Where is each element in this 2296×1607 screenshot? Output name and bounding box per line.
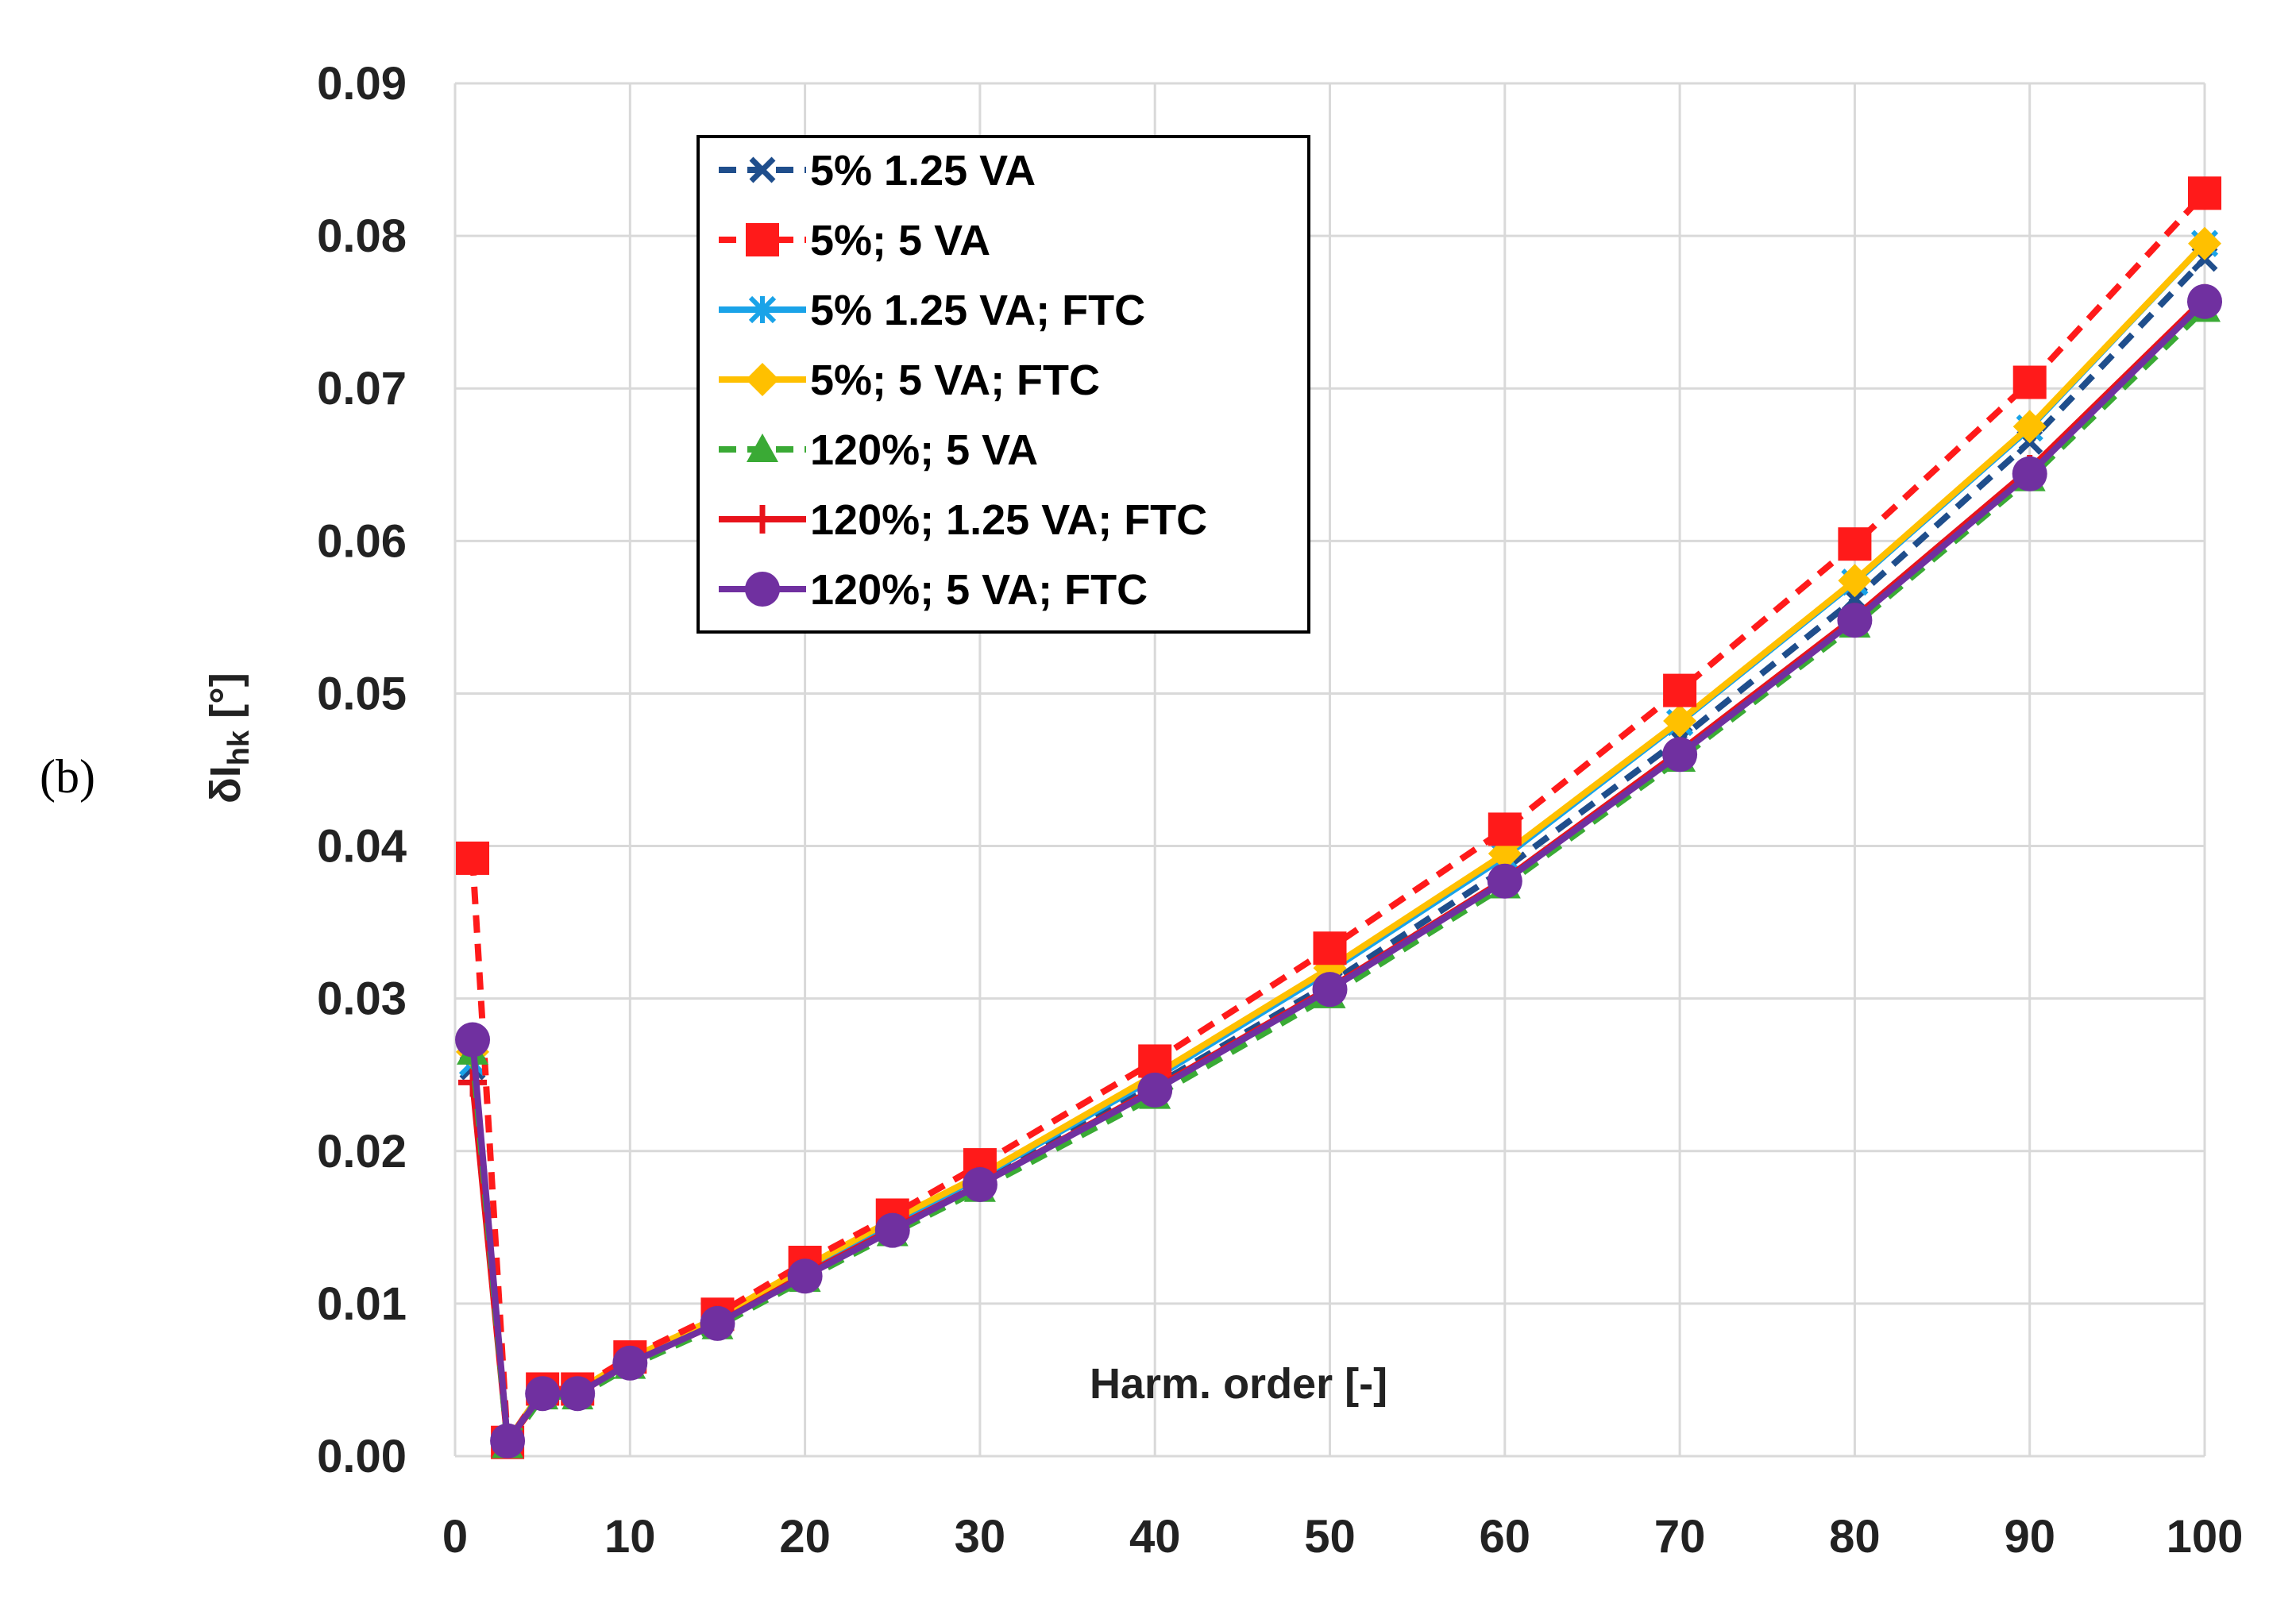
y-tick-label: 0.00 [317,1431,407,1482]
legend-entry-120-5-va: 120%; 5 VA [719,426,1038,474]
data-point [612,1345,648,1381]
data-point [455,1022,491,1058]
data-point [456,841,490,875]
y-tick-label: 0.06 [317,515,407,567]
x-tick-label: 50 [1304,1511,1356,1563]
x-tick-label: 70 [1654,1511,1706,1563]
panel-label: (b) [40,750,95,803]
data-series [455,176,2222,1459]
legend-marker [745,572,780,607]
data-point [525,1376,561,1412]
data-point [1663,673,1697,707]
legend-label: 5%; 5 VA [810,217,990,264]
y-axis-title-unit: [°] [202,672,249,730]
legend-label: 120%; 5 VA; FTC [810,566,1148,614]
data-point [962,1167,998,1203]
data-point [1488,812,1522,846]
data-point [560,1376,596,1412]
data-point [1137,1072,1173,1108]
x-tick-label: 0 [442,1511,468,1563]
x-tick-label: 10 [604,1511,656,1563]
legend-marker [749,156,776,183]
data-point [2187,283,2222,319]
y-tick-label: 0.08 [317,210,407,262]
legend-marker [748,505,777,534]
y-tick-label: 0.04 [317,821,407,873]
data-point [1662,737,1698,773]
x-tick-label: 100 [2167,1511,2244,1563]
y-tick-label: 0.01 [317,1278,407,1330]
data-point [2012,365,2047,399]
data-point [1138,1044,1172,1078]
y-tick-label: 0.05 [317,668,407,719]
data-point [1838,527,1872,561]
legend-entry-5-1-25-va: 5% 1.25 VA [719,147,1036,195]
data-point [1313,931,1347,965]
series-line [469,299,2207,1444]
data-point [1312,972,1348,1008]
y-axis-title-subscript: hk [222,730,256,765]
data-point [490,1423,526,1459]
y-axis-title-main: δI [202,765,249,804]
data-point [2188,226,2221,260]
legend-label: 5% 1.25 VA; FTC [810,287,1145,334]
x-tick-label: 40 [1129,1511,1181,1563]
legend-entry-120-1-25-va-ftc: 120%; 1.25 VA; FTC [719,496,1207,544]
data-point [1663,704,1697,738]
data-point [1487,863,1522,899]
y-tick-label: 0.03 [317,973,407,1025]
legend-marker [746,223,779,256]
data-point [2188,176,2221,210]
legend-entry-5-5-va-ftc: 5%; 5 VA; FTC [719,356,1100,404]
data-point [874,1212,910,1248]
legend-entry-5-5-va: 5%; 5 VA [719,217,990,264]
legend-label: 120%; 1.25 VA; FTC [810,496,1207,544]
data-point [2012,410,2047,444]
legend-marker [746,363,779,396]
data-point [1837,603,1873,638]
legend-label: 5% 1.25 VA [810,147,1036,195]
series-line [469,256,2207,1444]
data-point [787,1258,823,1294]
x-tick-label: 60 [1480,1511,1531,1563]
legend-entry-5-1-25-va-ftc: 5% 1.25 VA; FTC [719,287,1145,334]
legend-marker [747,434,778,462]
legend-label: 120%; 5 VA [810,426,1038,474]
x-tick-label: 90 [2004,1511,2055,1563]
x-tick-labels: 0 10 20 30 40 50 60 70 80 90 100 [442,1511,2244,1563]
legend-box [697,135,1310,634]
y-tick-label: 0.09 [317,58,407,110]
data-point [1838,564,1872,598]
legend-entry-120-5-va-ftc: 120%; 5 VA; FTC [719,566,1148,614]
legend-label: 5%; 5 VA; FTC [810,356,1100,404]
x-tick-label: 20 [779,1511,831,1563]
legend-marker [748,295,777,324]
data-point [2012,456,2047,491]
series-line [469,191,2207,1446]
y-tick-labels: 0.00 0.01 0.02 0.03 0.04 0.05 0.06 0.07 0.08 0.09 [317,58,407,1482]
x-axis-title: Harm. order [-] [1090,1360,1387,1408]
x-tick-label: 80 [1829,1511,1881,1563]
series-120-5-va-ftc [455,283,2222,1459]
y-axis-title: δIhk [°] [202,672,256,804]
legend: 5% 1.25 VA 5%; 5 VA 5% 1.25 VA; FTC 5%; 5 V… [697,135,1310,634]
x-tick-label: 30 [955,1511,1006,1563]
y-tick-label: 0.07 [317,363,407,414]
data-point [700,1305,735,1341]
y-tick-label: 0.02 [317,1126,407,1177]
